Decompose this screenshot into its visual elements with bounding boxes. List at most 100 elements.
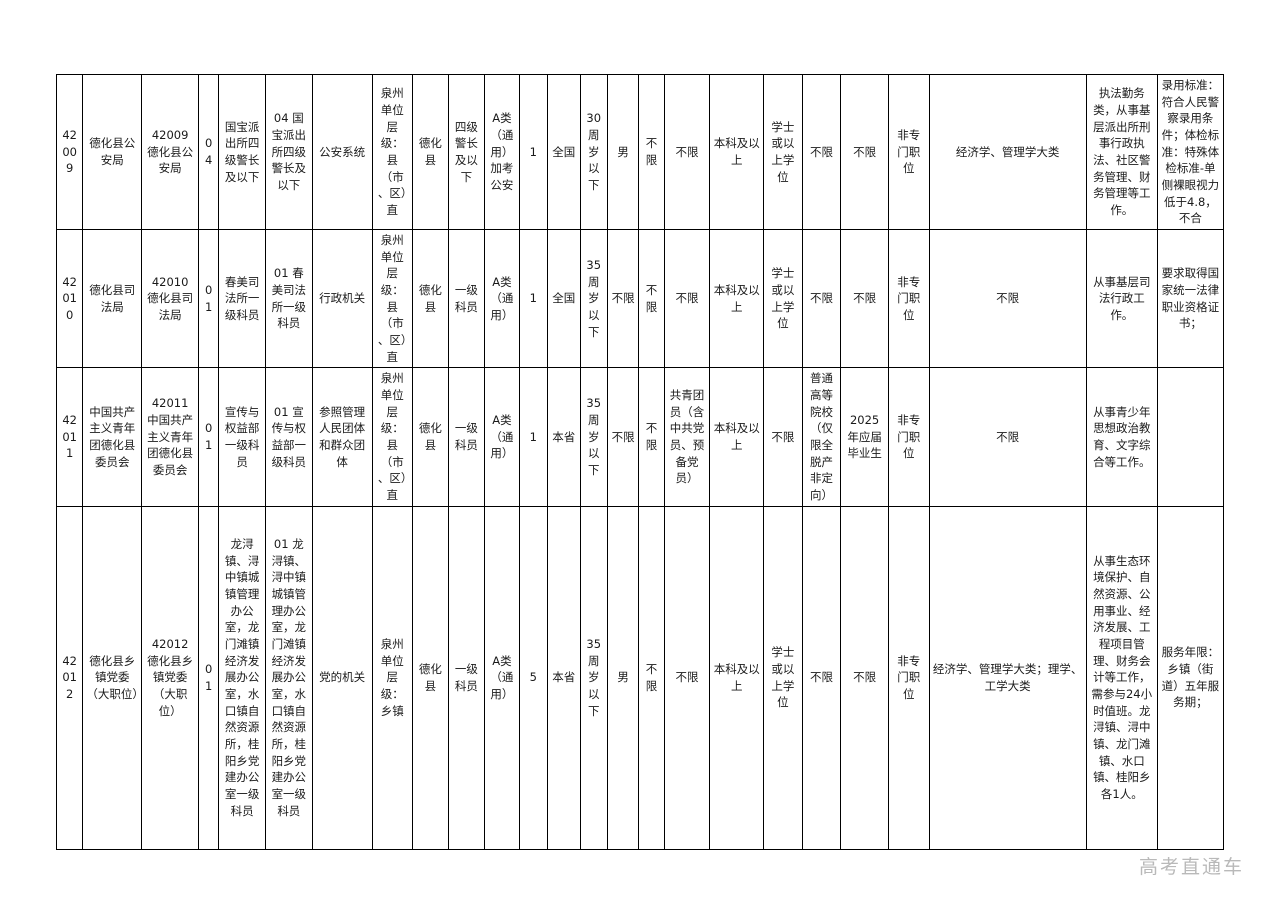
cell-work-place: 德化县 xyxy=(412,229,449,369)
cell-recruit-unit: 德化县乡镇党委（大职位） xyxy=(82,505,144,850)
cell-age: 30周岁以下 xyxy=(579,73,608,231)
cell-unit-type: 公安系统 xyxy=(311,73,373,231)
cell-post-category: 非专门职位 xyxy=(887,505,930,850)
cell-other-condition xyxy=(1156,367,1225,507)
cell-education: 本科及以上 xyxy=(709,367,765,507)
cell-school-type: 不限 xyxy=(801,229,842,369)
cell-major-request: 经济学、管理学大类；理学、工学大类 xyxy=(928,505,1087,850)
cell-recruit-unit: 德化县司法局 xyxy=(82,229,143,369)
cell-gender: 男 xyxy=(606,505,640,850)
cell-school-type: 不限 xyxy=(801,73,842,231)
table-row[interactable]: 42009 德化县公安局 42009 德化县公安局 04 国宝派出所四级警长及以… xyxy=(55,73,1225,231)
cell-rank: 一级科员 xyxy=(447,367,486,507)
cell-post-name: 春美司法所一级科员 xyxy=(218,229,266,369)
cell-job-duty: 从事青少年思想政治教育、文字综合等工作。 xyxy=(1085,367,1158,507)
cell-exam-type: A类（通用） xyxy=(484,367,520,507)
cell-post-code-name: 01 春美司法所一级科员 xyxy=(264,229,313,369)
cell-degree: 学士或以上学位 xyxy=(763,73,803,231)
cell-unit-code-name: 42009 德化县公安局 xyxy=(141,73,200,231)
cell-major-limit: 不限 xyxy=(638,367,665,507)
cell-num: 1 xyxy=(518,367,549,507)
cell-code: 42009 xyxy=(55,73,84,231)
cell-major-limit: 不限 xyxy=(638,505,665,850)
cell-unit-code-name: 42012 德化县乡镇党委（大职位） xyxy=(141,505,200,850)
cell-grad-year: 不限 xyxy=(840,229,889,369)
cell-political: 不限 xyxy=(663,505,711,850)
cell-political: 共青团员（含中共党员、预备党员） xyxy=(663,367,711,507)
cell-exam-type: A类（通用） xyxy=(484,505,520,850)
cell-gender: 不限 xyxy=(606,229,640,369)
cell-post-code: 01 xyxy=(198,229,220,369)
cell-age: 35周岁以下 xyxy=(579,229,608,369)
watermark-text: 高考直通车 xyxy=(1138,856,1244,878)
cell-education: 本科及以上 xyxy=(709,505,765,850)
cell-post-code-name: 01 宣传与权益部一级科员 xyxy=(264,367,313,507)
cell-post-name: 国宝派出所四级警长及以下 xyxy=(218,73,266,231)
cell-major-limit: 不限 xyxy=(638,73,665,231)
cell-post-category: 非专门职位 xyxy=(887,229,930,369)
cell-major-limit: 不限 xyxy=(638,229,665,369)
cell-political: 不限 xyxy=(663,73,711,231)
cell-job-duty: 执法勤务类，从事基层派出所刑事行政执法、社区警务管理、财务管理等工作。 xyxy=(1085,73,1158,231)
cell-work-place: 德化县 xyxy=(412,505,449,850)
cell-post-code-name: 01 龙浔镇、浔中镇城镇管理办公室，龙门滩镇经济发展办公室，水口镇自然资源所，桂… xyxy=(264,505,313,850)
table-row[interactable]: 42012 德化县乡镇党委（大职位） 42012 德化县乡镇党委（大职位） 01… xyxy=(55,505,1225,850)
cell-recruit-unit: 德化县公安局 xyxy=(82,73,143,231)
job-position-table: 42009 德化县公安局 42009 德化县公安局 04 国宝派出所四级警长及以… xyxy=(55,73,1225,850)
cell-major-request: 经济学、管理学大类 xyxy=(928,73,1087,231)
cell-degree: 学士或以上学位 xyxy=(763,229,803,369)
cell-major-request: 不限 xyxy=(928,229,1087,369)
cell-job-duty: 从事生态环境保护、自然资源、公用事业、经济发展、工程项目管理、财务会计等工作，需… xyxy=(1085,505,1158,850)
cell-household: 全国 xyxy=(547,229,581,369)
cell-household: 全国 xyxy=(547,73,581,231)
cell-num: 1 xyxy=(518,229,549,369)
cell-education: 本科及以上 xyxy=(709,229,765,369)
cell-other-condition: 录用标准：符合人民警察录用条件；体检标准：特殊体检标准-单侧裸眼视力低于4.8，… xyxy=(1156,73,1225,231)
cell-unit-type: 参照管理人民团体和群众团体 xyxy=(311,367,373,507)
cell-unit-level: 泉州 单位层级：乡镇 xyxy=(371,505,414,850)
cell-code: 42010 xyxy=(55,229,84,369)
cell-exam-type: A类（通用）加考公安 xyxy=(484,73,520,231)
cell-work-place: 德化县 xyxy=(412,73,449,231)
cell-household: 本省 xyxy=(547,505,581,850)
cell-post-code: 01 xyxy=(198,367,220,507)
cell-grad-year: 2025年应届毕业生 xyxy=(840,367,889,507)
cell-age: 35周岁以下 xyxy=(579,367,608,507)
cell-recruit-unit: 中国共产主义青年团德化县委员会 xyxy=(82,367,143,507)
cell-unit-level: 泉州 单位层级：县（市、区）直 xyxy=(371,73,414,231)
cell-gender: 不限 xyxy=(606,367,640,507)
cell-unit-level: 泉州 单位层级：县（市、区）直 xyxy=(371,367,414,507)
cell-household: 本省 xyxy=(547,367,581,507)
cell-school-type: 不限 xyxy=(801,505,842,850)
cell-code: 42011 xyxy=(55,367,84,507)
cell-post-code-name: 04 国宝派出所四级警长及以下 xyxy=(264,73,313,231)
cell-rank: 四级警长及以下 xyxy=(447,73,486,231)
cell-work-place: 德化县 xyxy=(412,367,449,507)
cell-degree: 学士或以上学位 xyxy=(763,505,803,850)
table-row[interactable]: 42010 德化县司法局 42010 德化县司法局 01 春美司法所一级科员 0… xyxy=(55,229,1225,369)
cell-code: 42012 xyxy=(55,505,84,850)
cell-rank: 一级科员 xyxy=(447,505,486,850)
table-row[interactable]: 42011 中国共产主义青年团德化县委员会 42011 中国共产主义青年团德化县… xyxy=(55,367,1225,507)
cell-job-duty: 从事基层司法行政工作。 xyxy=(1085,229,1158,369)
cell-unit-code-name: 42010 德化县司法局 xyxy=(141,229,200,369)
cell-post-code: 04 xyxy=(198,73,220,231)
cell-school-type: 普通高等院校（仅限全脱产非定向） xyxy=(801,367,842,507)
cell-age: 35周岁以下 xyxy=(579,505,608,850)
cell-num: 5 xyxy=(518,505,549,850)
cell-post-category: 非专门职位 xyxy=(887,73,930,231)
cell-unit-type: 党的机关 xyxy=(311,505,373,850)
cell-grad-year: 不限 xyxy=(840,73,889,231)
cell-degree: 不限 xyxy=(763,367,803,507)
cell-other-condition: 要求取得国家统一法律职业资格证书； xyxy=(1156,229,1225,369)
cell-post-code: 01 xyxy=(198,505,220,850)
cell-other-condition: 服务年限：乡镇（街道）五年服务期； xyxy=(1156,505,1225,850)
cell-num: 1 xyxy=(518,73,549,231)
cell-political: 不限 xyxy=(663,229,711,369)
cell-post-name: 龙浔镇、浔中镇城镇管理办公室，龙门滩镇经济发展办公室，水口镇自然资源所，桂阳乡党… xyxy=(218,505,266,850)
table-body: 42009 德化县公安局 42009 德化县公安局 04 国宝派出所四级警长及以… xyxy=(55,73,1225,850)
cell-rank: 一级科员 xyxy=(447,229,486,369)
cell-unit-code-name: 42011 中国共产主义青年团德化县委员会 xyxy=(141,367,200,507)
cell-major-request: 不限 xyxy=(928,367,1087,507)
